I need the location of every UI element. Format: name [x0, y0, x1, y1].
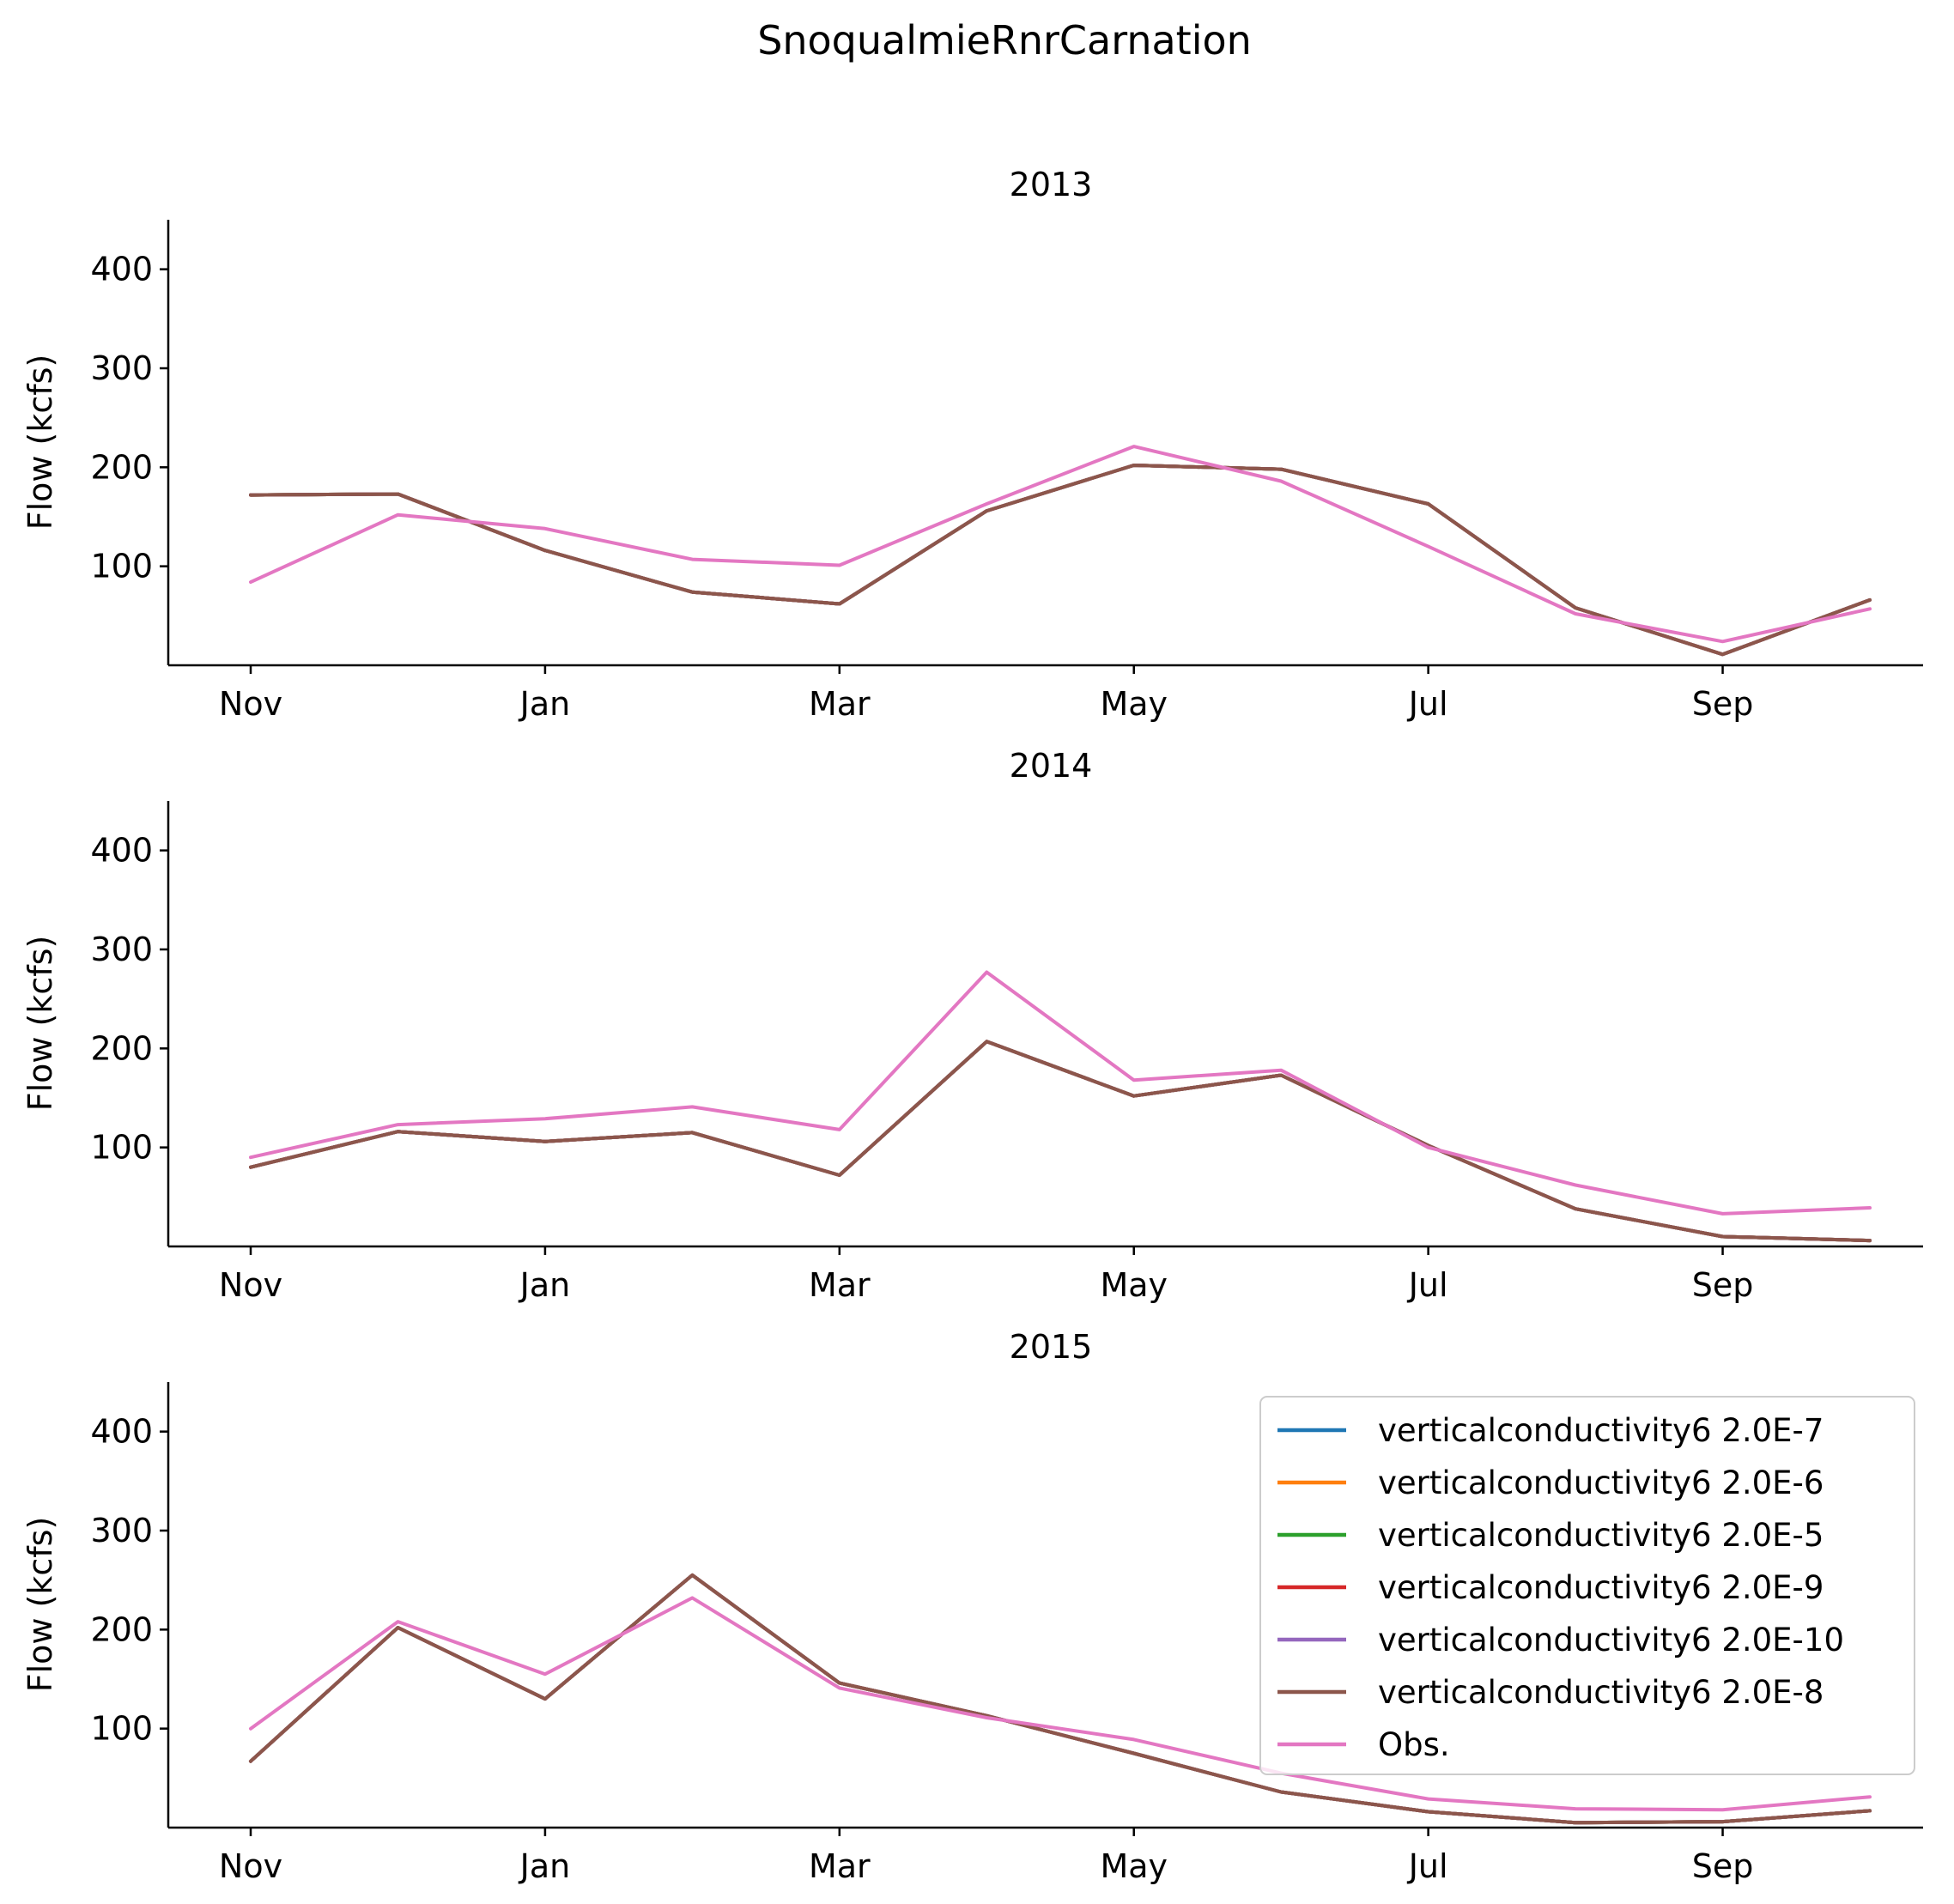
series-line-obs — [249, 445, 1872, 644]
series-line-verticalconductivity6-2-0e-5 — [249, 1040, 1872, 1243]
legend-label: verticalconductivity6 2.0E-10 — [1378, 1622, 1844, 1658]
legend-label: verticalconductivity6 2.0E-9 — [1378, 1569, 1824, 1606]
x-tick-label: Jan — [519, 685, 571, 723]
legend-label: verticalconductivity6 2.0E-5 — [1378, 1517, 1824, 1554]
x-tick-label: Jul — [1407, 685, 1448, 723]
x-tick-label: Sep — [1692, 1266, 1754, 1304]
y-tick-label: 300 — [90, 1512, 153, 1549]
x-tick-label: Nov — [219, 685, 282, 723]
series-line-verticalconductivity6-2-0e-5 — [249, 464, 1872, 657]
x-tick-label: May — [1100, 1847, 1168, 1885]
y-tick-label: 200 — [90, 1610, 153, 1648]
series-line-verticalconductivity6-2-0e-10 — [249, 464, 1872, 657]
legend-label: verticalconductivity6 2.0E-6 — [1378, 1464, 1824, 1501]
panel-2013: 2013 Flow (kcfs) 100 200 300 400 Nov Jan Mar Ma… — [21, 166, 1923, 723]
y-tick-label: 400 — [90, 1413, 153, 1451]
panel-2015: 2015 Flow (kcfs) 100 200 300 400 Nov Jan Mar Ma… — [21, 1328, 1923, 1885]
panel-title-2014: 2014 — [1010, 747, 1093, 785]
x-tick-label: Jul — [1407, 1266, 1448, 1304]
x-tick-label: Nov — [219, 1847, 282, 1885]
x-tick-label: Jan — [519, 1847, 571, 1885]
x-tick-label: May — [1100, 685, 1168, 723]
series-line-verticalconductivity6-2-0e-8 — [249, 1040, 1872, 1243]
figure-title: SnoqualmieRnrCarnation — [757, 17, 1252, 64]
x-tick-label: Mar — [809, 685, 871, 723]
series-line-verticalconductivity6-2-0e-7 — [249, 464, 1872, 657]
series-line-verticalconductivity6-2-0e-9 — [249, 464, 1872, 657]
y-tick-label: 400 — [90, 251, 153, 288]
series-line-verticalconductivity6-2-0e-8 — [249, 464, 1872, 657]
panel-title-2015: 2015 — [1010, 1328, 1093, 1366]
y-tick-label: 100 — [90, 548, 153, 585]
legend: verticalconductivity6 2.0E-7 verticalcond… — [1259, 1396, 1915, 1775]
y-tick-label: 200 — [90, 1029, 153, 1067]
x-tick-label: Mar — [809, 1266, 871, 1304]
panel-2014: 2014 Flow (kcfs) 100 200 300 400 Nov Jan Mar Ma… — [21, 747, 1923, 1304]
series-line-verticalconductivity6-2-0e-7 — [249, 1040, 1872, 1243]
legend-frame — [1259, 1396, 1915, 1775]
x-tick-label: Jan — [519, 1266, 571, 1304]
y-tick-label: 100 — [90, 1710, 153, 1748]
series-line-verticalconductivity6-2-0e-8 — [249, 1573, 1872, 1825]
series-line-obs — [249, 970, 1872, 1216]
y-tick-label: 400 — [90, 832, 153, 870]
series-line-obs — [249, 1596, 1872, 1812]
series-line-verticalconductivity6-2-0e-6 — [249, 464, 1872, 657]
y-axis-label-2015: Flow (kcfs) — [21, 1517, 59, 1693]
series-line-verticalconductivity6-2-0e-10 — [249, 1040, 1872, 1243]
y-axis-label-2013: Flow (kcfs) — [21, 355, 59, 531]
x-tick-label: May — [1100, 1266, 1168, 1304]
legend-label: verticalconductivity6 2.0E-7 — [1378, 1412, 1824, 1449]
series-line-verticalconductivity6-2-0e-9 — [249, 1040, 1872, 1243]
y-axis-label-2014: Flow (kcfs) — [21, 936, 59, 1112]
legend-label: verticalconductivity6 2.0E-8 — [1378, 1674, 1824, 1711]
y-tick-label: 200 — [90, 448, 153, 486]
series-line-verticalconductivity6-2-0e-6 — [249, 1040, 1872, 1243]
y-tick-label: 300 — [90, 349, 153, 387]
x-tick-label: Jul — [1407, 1847, 1448, 1885]
x-tick-label: Nov — [219, 1266, 282, 1304]
x-tick-label: Sep — [1692, 685, 1754, 723]
y-tick-label: 300 — [90, 931, 153, 968]
legend-label: Obs. — [1378, 1726, 1450, 1763]
x-tick-label: Sep — [1692, 1847, 1754, 1885]
y-tick-label: 100 — [90, 1129, 153, 1167]
panel-title-2013: 2013 — [1010, 166, 1093, 203]
x-tick-label: Mar — [809, 1847, 871, 1885]
